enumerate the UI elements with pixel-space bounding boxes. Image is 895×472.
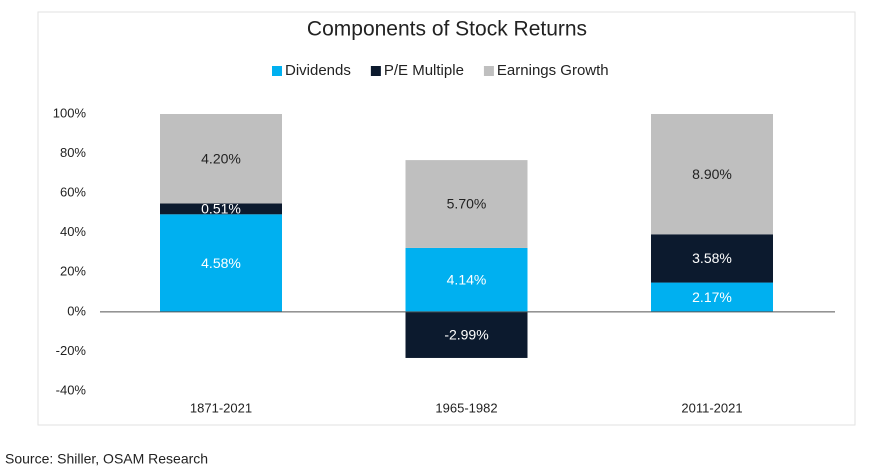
bar-segment bbox=[651, 282, 773, 312]
segment-label: 4.58% bbox=[201, 255, 241, 271]
bar-segment bbox=[651, 114, 773, 235]
segment-label: 2.17% bbox=[692, 289, 732, 305]
x-tick-label: 2011-2021 bbox=[681, 400, 742, 415]
legend-marker bbox=[483, 66, 494, 76]
bar-segment bbox=[651, 234, 773, 283]
bar-segment bbox=[405, 247, 528, 312]
y-tick-label: -40% bbox=[56, 382, 87, 397]
y-tick-label: -20% bbox=[56, 343, 87, 358]
x-tick-label: 1871-2021 bbox=[190, 400, 252, 415]
chart-title: Components of Stock Returns bbox=[307, 18, 587, 41]
legend-label: P/E Multiple bbox=[384, 62, 464, 79]
segment-label: 4.20% bbox=[201, 150, 241, 166]
legend-label: Earnings Growth bbox=[497, 62, 609, 79]
segment-label: 3.58% bbox=[692, 250, 732, 266]
segment-label: -2.99% bbox=[444, 327, 488, 343]
y-tick-label: 80% bbox=[60, 145, 86, 160]
y-tick-label: 40% bbox=[60, 224, 86, 239]
y-tick-label: 100% bbox=[53, 105, 87, 120]
source-note: Source: Shiller, OSAM Research bbox=[5, 451, 208, 467]
bar-segment bbox=[405, 311, 528, 358]
y-tick-label: 0% bbox=[67, 303, 86, 318]
segment-label: 8.90% bbox=[692, 166, 732, 182]
x-tick-label: 1965-1982 bbox=[435, 400, 497, 415]
bar-segment bbox=[160, 203, 282, 215]
segment-label: 4.14% bbox=[447, 272, 487, 288]
bar-segment bbox=[160, 114, 282, 204]
legend-label: Dividends bbox=[285, 62, 351, 79]
bar-segment bbox=[160, 214, 282, 312]
legend-marker bbox=[272, 66, 282, 76]
legend-marker bbox=[370, 66, 381, 76]
y-tick-label: 60% bbox=[60, 185, 86, 200]
bar-segment bbox=[405, 160, 528, 248]
segment-label: 0.51% bbox=[201, 201, 241, 217]
y-tick-label: 20% bbox=[60, 264, 86, 279]
segment-label: 5.70% bbox=[447, 196, 487, 212]
